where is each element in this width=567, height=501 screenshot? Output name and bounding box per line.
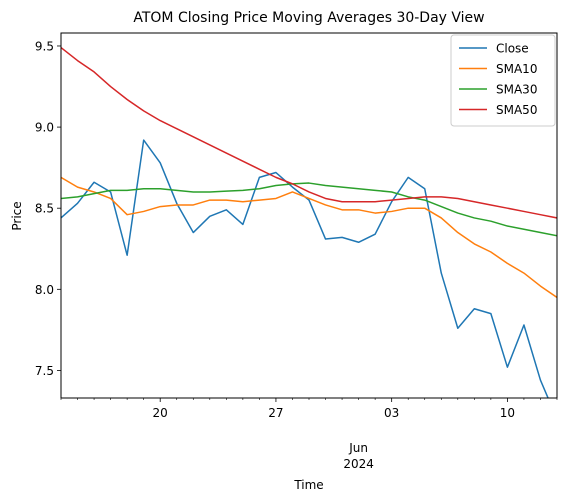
y-tick-label: 9.5 xyxy=(35,39,54,53)
chart-title: ATOM Closing Price Moving Averages 30-Da… xyxy=(133,10,484,26)
x-month-label: Jun xyxy=(348,441,368,455)
series-line-close xyxy=(61,139,549,398)
legend-label-sma10: SMA10 xyxy=(496,62,537,76)
series-line-sma10 xyxy=(61,176,557,299)
legend-label-sma30: SMA30 xyxy=(496,83,537,97)
series-line-sma30 xyxy=(61,182,557,237)
x-tick-label: 03 xyxy=(384,406,399,420)
y-tick-label: 8.0 xyxy=(35,283,54,297)
y-tick-label: 7.5 xyxy=(35,364,54,378)
legend-label-sma50: SMA50 xyxy=(496,103,537,117)
x-tick-label: 27 xyxy=(268,406,283,420)
legend-frame xyxy=(450,34,556,127)
x-axis-label: Time xyxy=(293,478,323,492)
y-axis: 7.5 8.0 8.5 9.0 9.5 xyxy=(35,39,61,378)
y-axis-label: Price xyxy=(10,201,24,230)
series-line-sma50 xyxy=(61,46,557,219)
legend-label-close: Close xyxy=(496,42,529,56)
y-tick-label: 9.0 xyxy=(35,121,54,135)
x-axis: 20 27 03 10 xyxy=(60,398,558,420)
series-layer xyxy=(61,46,557,398)
legend: Close SMA10 SMA30 SMA50 xyxy=(450,34,556,127)
x-tick-label: 10 xyxy=(500,406,515,420)
y-tick-label: 8.5 xyxy=(35,202,54,216)
x-year-label: 2024 xyxy=(343,457,374,471)
x-tick-label: 20 xyxy=(153,406,168,420)
